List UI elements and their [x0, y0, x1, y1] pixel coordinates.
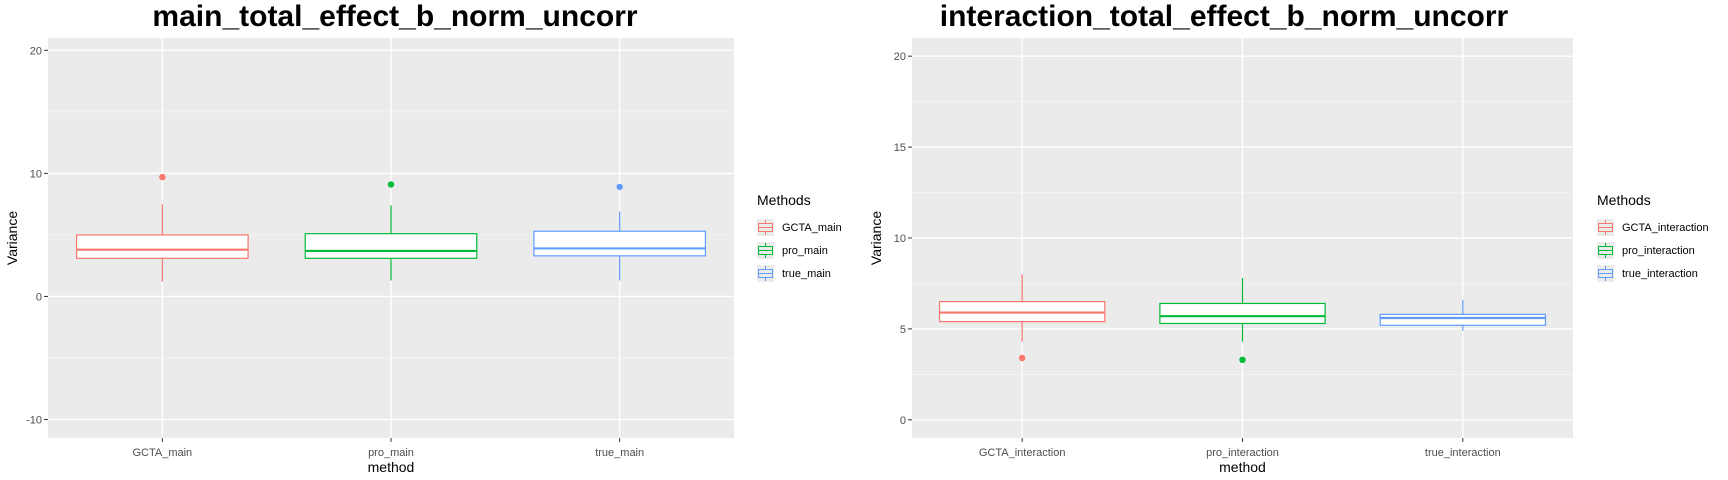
y-tick-label: 0	[36, 291, 42, 303]
y-tick-label: 10	[894, 233, 906, 245]
legend-item: pro_main	[757, 239, 842, 262]
chart-svg-main: -10 0 10 20 GCTA_main pro_main true_mainmethod…	[4, 38, 734, 475]
x-tick-label: true_interaction	[1425, 447, 1501, 459]
box	[533, 230, 707, 257]
outlier-point	[1239, 356, 1246, 364]
chart-svg-interaction: 0 5 10 15 20 GCTA_interaction pro_interaction t…	[868, 38, 1573, 475]
chart-title: main_total_effect_b_norm_uncorr	[152, 0, 638, 33]
y-tick-label: 20	[30, 45, 42, 57]
x-tick-label: GCTA_main	[132, 447, 192, 459]
legend-item: GCTA_interaction	[1597, 216, 1709, 239]
outlier-point	[616, 183, 623, 191]
legend-label: pro_main	[782, 244, 828, 257]
box-group	[938, 274, 1106, 362]
chart-panel-main: main_total_effect_b_norm_uncorr -10 0 10 20…	[0, 0, 860, 480]
x-tick-label: pro_main	[368, 447, 414, 459]
legend-key	[757, 265, 774, 282]
legend-key	[1597, 242, 1614, 259]
legend-label: true_main	[782, 267, 831, 280]
y-tick-label: 15	[894, 142, 906, 154]
y-tick-label: -10	[26, 415, 42, 427]
box-group	[1379, 299, 1547, 331]
box-group	[304, 181, 478, 281]
x-axis-title: method	[368, 459, 415, 475]
chart-panel-interaction: interaction_total_effect_b_norm_uncorr 0…	[860, 0, 1728, 480]
box	[75, 234, 249, 259]
y-tick-label: 10	[30, 168, 42, 180]
legend-item: true_interaction	[1597, 262, 1709, 285]
y-axis-title: Variance	[4, 211, 20, 265]
legend-title: Methods	[1597, 192, 1651, 208]
legend-item: pro_interaction	[1597, 239, 1709, 262]
x-axis-title: method	[1219, 459, 1266, 475]
legend: Methods GCTA_main pro_main true_main	[757, 192, 842, 285]
box-group	[75, 173, 249, 282]
y-tick-label: 0	[900, 415, 906, 427]
legend-key	[757, 219, 774, 236]
legend-label: pro_interaction	[1622, 244, 1695, 257]
legend-item: true_main	[757, 262, 842, 285]
box	[304, 233, 478, 259]
legend-key	[757, 242, 774, 259]
box-group	[1159, 278, 1326, 364]
x-tick-label: true_main	[595, 447, 644, 459]
x-tick-label: pro_interaction	[1206, 447, 1279, 459]
legend-item: GCTA_main	[757, 216, 842, 239]
outlier-point	[1018, 354, 1026, 362]
x-tick-label: GCTA_interaction	[979, 447, 1066, 459]
y-tick-label: 20	[894, 51, 906, 63]
legend-label: GCTA_interaction	[1622, 221, 1709, 234]
legend: Methods GCTA_interaction pro_interaction…	[1597, 192, 1709, 285]
box	[1379, 313, 1547, 326]
legend-key	[1597, 265, 1614, 282]
box-group	[533, 183, 707, 281]
outlier-point	[159, 173, 166, 181]
box	[1159, 302, 1326, 325]
y-axis-title: Variance	[868, 211, 884, 265]
legend-label: true_interaction	[1622, 267, 1698, 280]
legend-title: Methods	[757, 192, 811, 208]
legend-key	[1597, 219, 1614, 236]
outlier-point	[387, 181, 395, 188]
y-tick-label: 5	[900, 324, 906, 336]
chart-title: interaction_total_effect_b_norm_uncorr	[939, 0, 1509, 33]
legend-label: GCTA_main	[782, 221, 842, 234]
